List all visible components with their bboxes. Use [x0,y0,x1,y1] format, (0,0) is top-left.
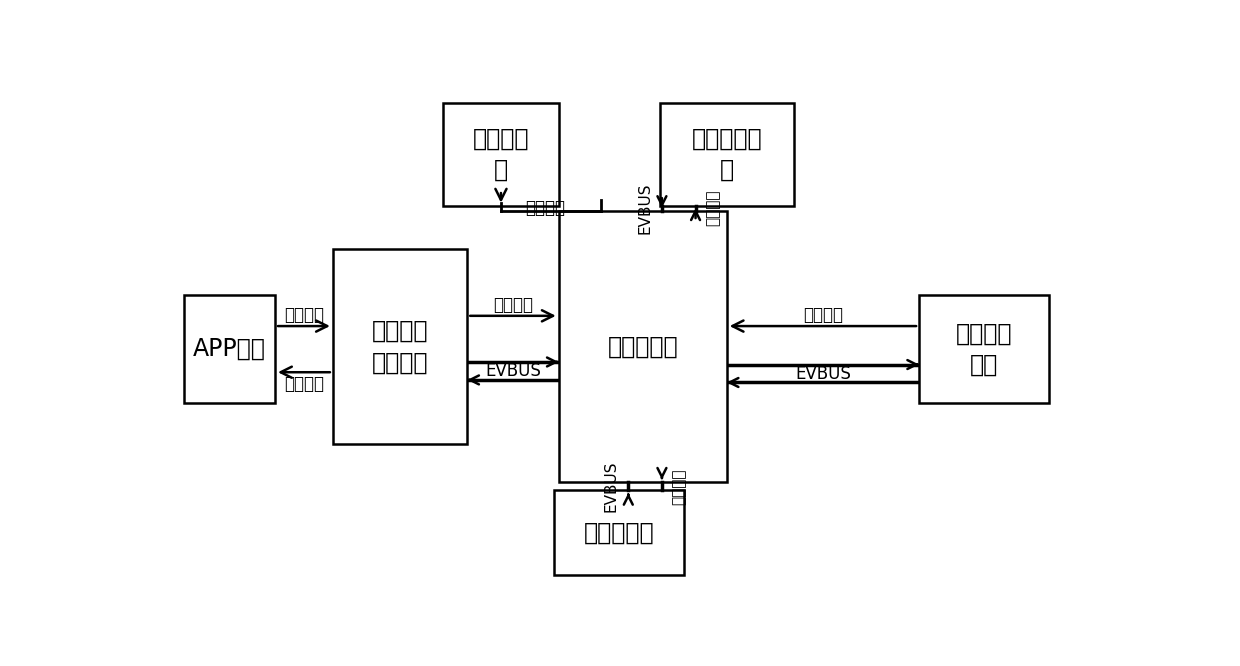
Text: 唤醒信号: 唤醒信号 [525,199,565,217]
Text: 车载终端
管理单元: 车载终端 管理单元 [372,319,428,374]
Text: 唤醒信号: 唤醒信号 [494,296,533,314]
Text: 电池管理系
统: 电池管理系 统 [692,127,763,182]
FancyBboxPatch shape [554,490,683,575]
Text: EVBUS: EVBUS [795,364,851,382]
FancyBboxPatch shape [332,249,467,444]
Text: EVBUS: EVBUS [637,182,652,234]
Text: APP软件: APP软件 [193,337,265,361]
Text: 唤醒信号: 唤醒信号 [672,468,687,505]
FancyBboxPatch shape [558,210,727,482]
Text: EVBUS: EVBUS [485,362,541,380]
FancyBboxPatch shape [184,295,275,403]
Text: 车载充电机: 车载充电机 [583,521,653,545]
Text: EVBUS: EVBUS [604,461,619,512]
Text: 整车控制器: 整车控制器 [608,334,678,358]
Text: 反馈信号: 反馈信号 [284,374,324,392]
FancyBboxPatch shape [444,103,558,206]
FancyBboxPatch shape [660,103,794,206]
Text: 空调中控
面板: 空调中控 面板 [956,322,1012,377]
FancyBboxPatch shape [919,295,1049,403]
Text: 控制信号: 控制信号 [284,306,324,324]
Text: 直流转换
器: 直流转换 器 [472,127,529,182]
Text: 远程开关: 远程开关 [802,306,843,324]
Text: 唤醒信号: 唤醒信号 [706,190,720,226]
